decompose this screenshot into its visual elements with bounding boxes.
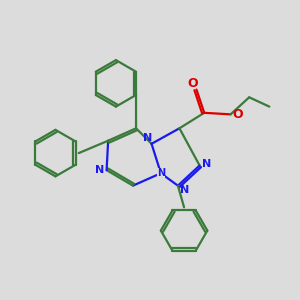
- Text: N: N: [180, 185, 189, 195]
- Text: N: N: [202, 159, 211, 169]
- Text: N: N: [143, 133, 152, 143]
- Text: N: N: [95, 165, 104, 175]
- Text: N: N: [157, 168, 165, 178]
- Text: O: O: [188, 77, 198, 91]
- Text: O: O: [232, 108, 243, 121]
